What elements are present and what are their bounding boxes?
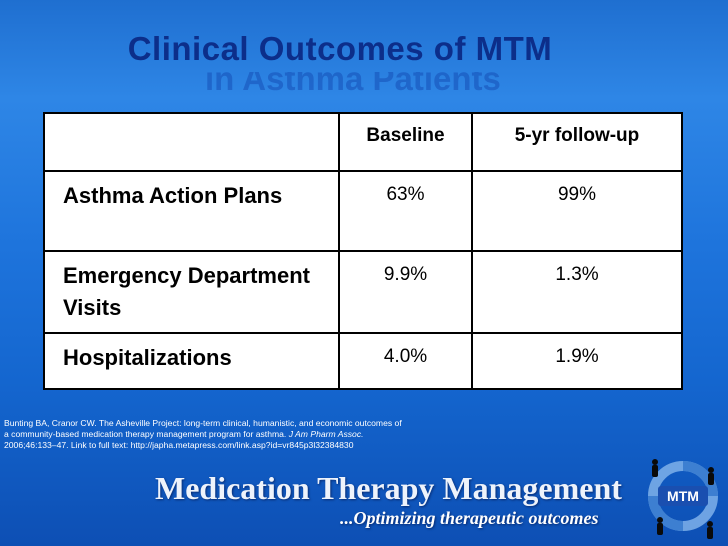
citation-line-2: a community-based medication therapy man… xyxy=(4,429,364,439)
row-label: Emergency Department Visits xyxy=(45,252,340,332)
outcomes-table: Baseline 5-yr follow-up Asthma Action Pl… xyxy=(43,112,683,390)
footer-banner: Medication Therapy Management xyxy=(155,470,622,506)
followup-value: 1.3% xyxy=(555,264,599,285)
citation-line-1: Bunting BA, Cranor CW. The Asheville Pro… xyxy=(4,418,402,428)
header-followup: 5-yr follow-up xyxy=(514,125,640,146)
header-cell-empty xyxy=(45,114,340,170)
header-baseline: Baseline xyxy=(340,114,473,170)
baseline-value: 63% xyxy=(340,172,473,250)
row-label: Asthma Action Plans xyxy=(45,172,340,250)
mtm-logo: MTM xyxy=(648,459,718,539)
slide-title: Clinical Outcomes of MTM xyxy=(127,30,553,67)
table-header-row: Baseline 5-yr follow-up xyxy=(45,114,681,172)
baseline-value: 9.9% xyxy=(340,252,473,332)
people-icon xyxy=(652,459,714,539)
logo-text: MTM xyxy=(667,488,699,504)
citation-line-3[interactable]: 2006;46:133–47. Link to full text: http:… xyxy=(4,440,354,450)
citation: Bunting BA, Cranor CW. The Asheville Pro… xyxy=(4,418,444,451)
followup-value: 99% xyxy=(557,184,597,205)
table-row: Asthma Action Plans 63% 99% xyxy=(45,172,681,252)
footer-tagline: ...Optimizing therapeutic outcomes xyxy=(340,508,599,528)
baseline-value: 4.0% xyxy=(340,334,473,388)
journal-name: J Am Pharm Assoc. xyxy=(288,429,364,439)
table-row: Hospitalizations 4.0% 1.9% xyxy=(45,334,681,388)
followup-value: 1.9% xyxy=(555,346,599,367)
row-label: Hospitalizations xyxy=(45,334,340,388)
table-row: Emergency Department Visits 9.9% 1.3% xyxy=(45,252,681,334)
slide-title-line2-obscured: in Asthma Patients xyxy=(205,72,501,94)
